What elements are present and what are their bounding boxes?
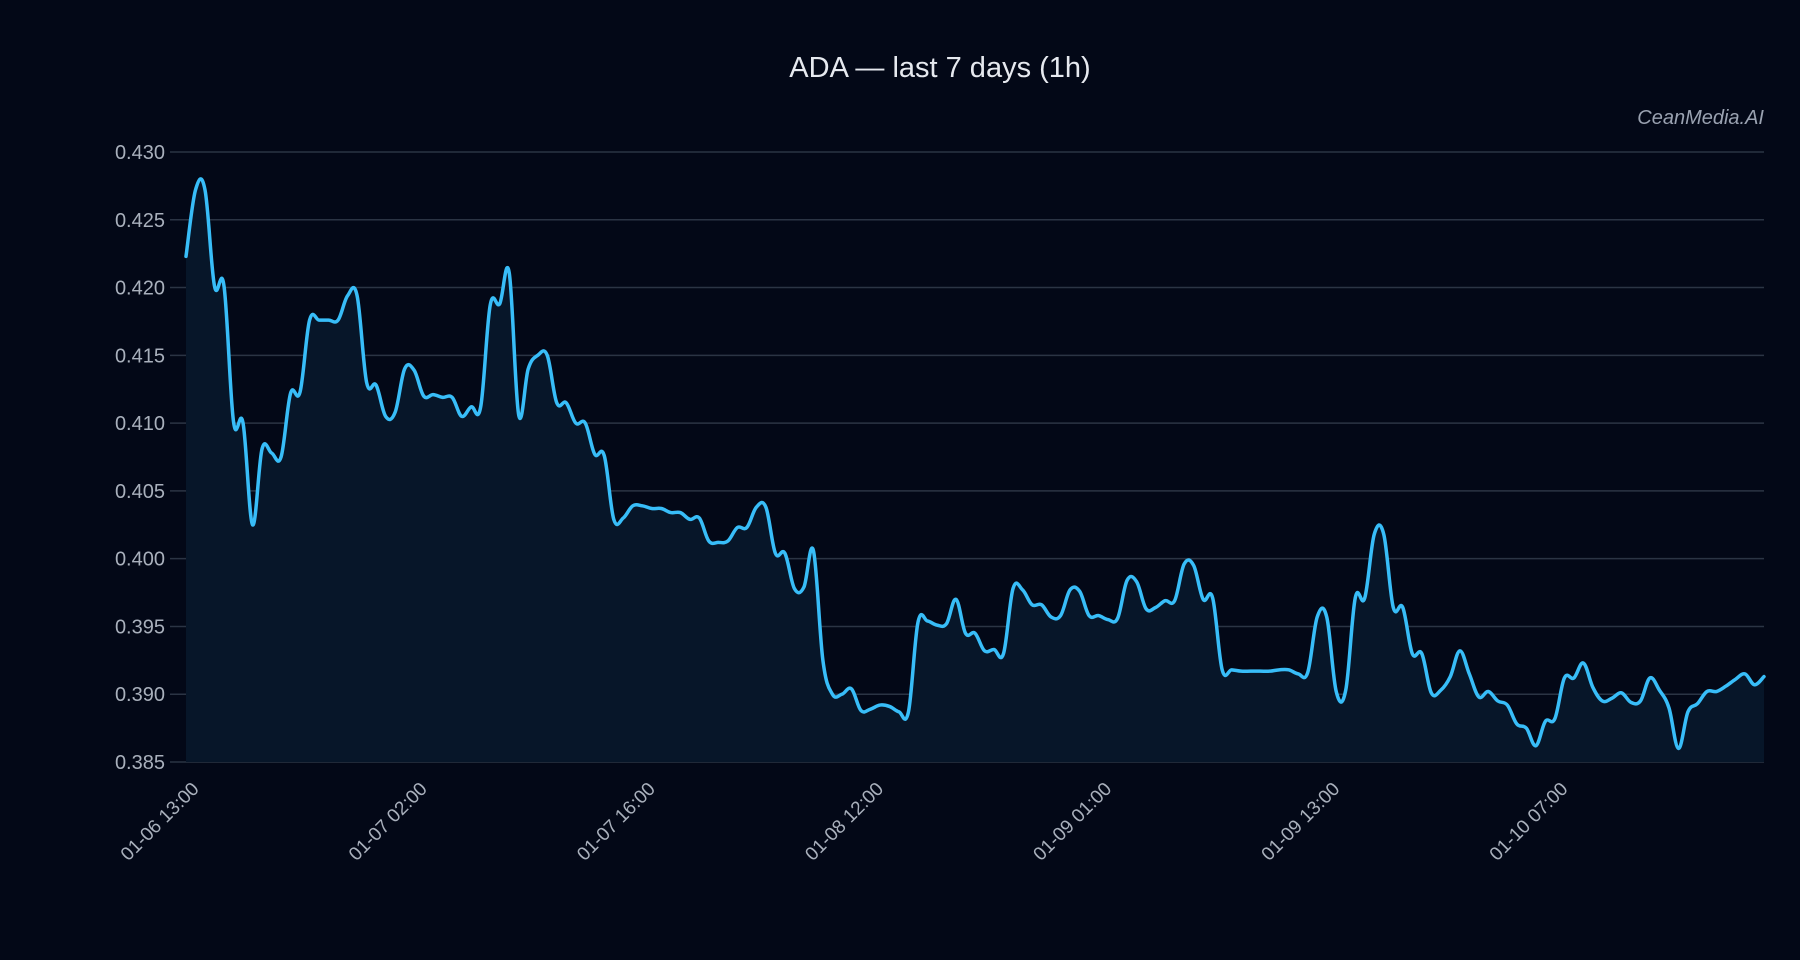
y-axis: 0.430 0.425 0.420 0.415 0.410 0.405 0.400 0.395…	[115, 142, 165, 774]
area-fill	[186, 178, 1764, 763]
y-tick-label: 0.430	[115, 142, 165, 164]
y-tick-label: 0.395	[115, 616, 165, 638]
x-tick-label: 01-08 12:00	[801, 779, 888, 866]
x-tick-label: 01-07 16:00	[573, 779, 660, 866]
y-tick-label: 0.390	[115, 684, 165, 706]
y-tick-label: 0.425	[115, 210, 165, 232]
y-tick-label: 0.405	[115, 481, 165, 503]
y-tick-label: 0.420	[115, 278, 165, 300]
x-tick-label: 01-09 01:00	[1030, 779, 1117, 866]
y-tick-label: 0.415	[115, 345, 165, 367]
x-axis: 01-06 13:00 01-07 02:00 01-07 16:00 01-08 1…	[117, 779, 1572, 866]
x-tick-label: 01-09 13:00	[1258, 779, 1345, 866]
x-tick-label: 01-10 07:00	[1486, 779, 1573, 866]
price-line	[184, 177, 1766, 751]
x-tick-label: 01-06 13:00	[117, 779, 204, 866]
chart-title: ADA — last 7 days (1h)	[789, 52, 1091, 84]
y-tick-label: 0.385	[115, 752, 165, 774]
y-tick-label: 0.400	[115, 549, 165, 571]
watermark: CeanMedia.AI	[1637, 107, 1764, 129]
y-tick-label: 0.410	[115, 413, 165, 435]
x-tick-label: 01-07 02:00	[345, 779, 432, 866]
